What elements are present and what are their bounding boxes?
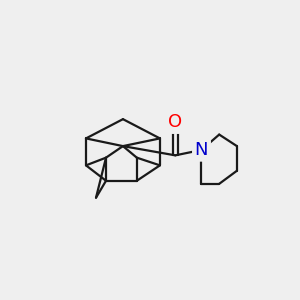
Text: O: O	[168, 113, 182, 131]
Text: N: N	[195, 141, 208, 159]
